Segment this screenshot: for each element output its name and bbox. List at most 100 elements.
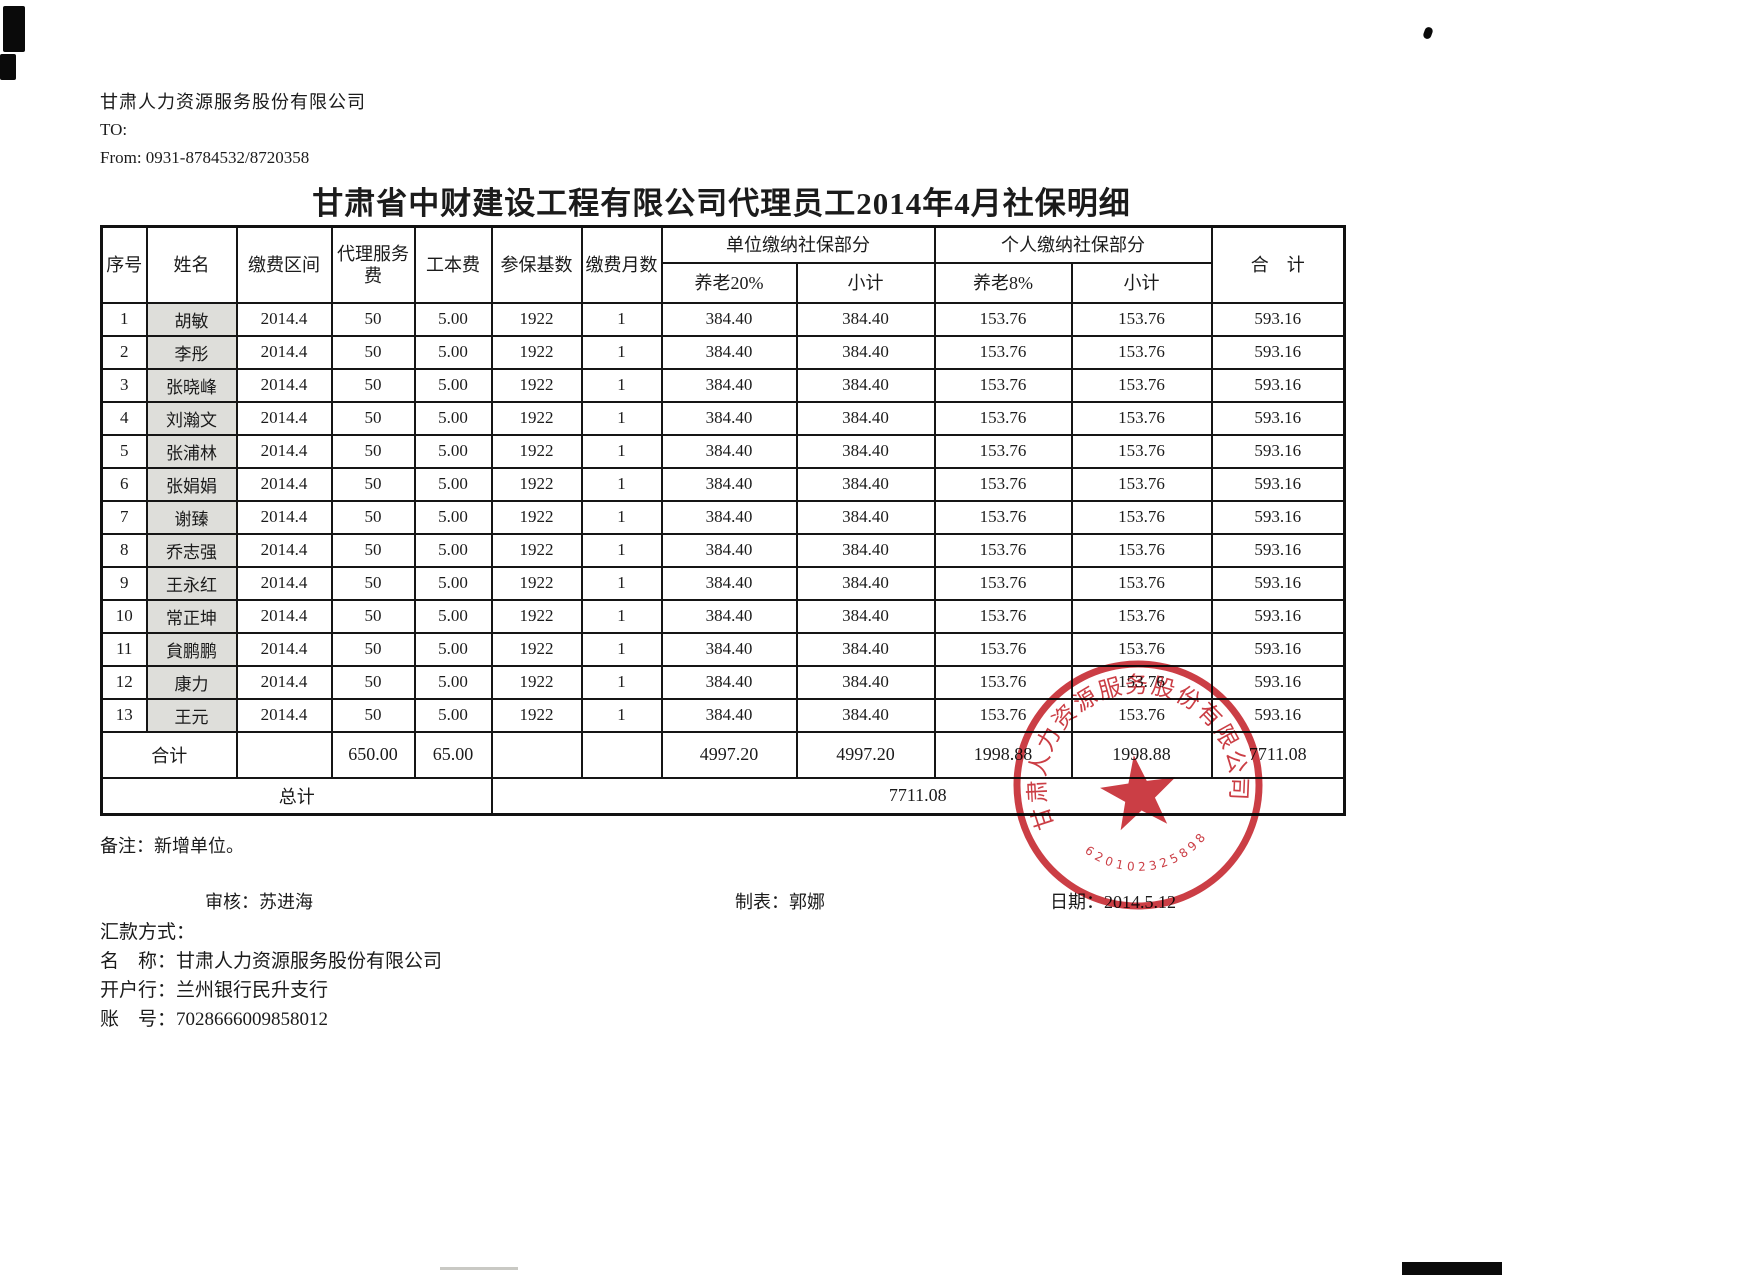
cell-pension20: 384.40 xyxy=(660,400,798,436)
account-no-value: 7028666009858012 xyxy=(176,1009,329,1030)
table-row: 3 张晓峰 2014.4 50 5.00 1922 1 384.40 384.40 153.76 1… xyxy=(100,367,1346,403)
sum-row: 合计 650.00 65.00 4997.20 4997.20 1998.88 … xyxy=(100,730,1346,779)
cell-personal-subtotal: 153.76 xyxy=(1070,565,1213,601)
cell-months: 1 xyxy=(580,499,663,535)
cell-period: 2014.4 xyxy=(235,664,333,700)
cell-unit-subtotal: 384.40 xyxy=(795,697,936,733)
social-insurance-table: 序号 姓名 缴费区间 代理服务费 工本费 参保基数 缴费月数 单位缴纳社保部分 … xyxy=(100,225,1346,816)
cell-period: 2014.4 xyxy=(235,367,333,403)
cell-agency-fee: 50 xyxy=(330,499,416,535)
cell-name: 李彤 xyxy=(145,334,238,370)
cell-personal-subtotal: 153.76 xyxy=(1070,334,1213,370)
cell-total: 593.16 xyxy=(1210,334,1346,370)
cell-agency-fee: 50 xyxy=(330,532,416,568)
cell-unit-subtotal: 384.40 xyxy=(795,565,936,601)
cell-personal-subtotal: 153.76 xyxy=(1070,301,1213,337)
cell-pension8: 153.76 xyxy=(933,433,1073,469)
letterhead: 甘肃人力资源服务股份有限公司 TO: From: 0931-8784532/87… xyxy=(100,88,366,172)
cell-cost-fee: 5.00 xyxy=(413,367,493,403)
cell-pension20: 384.40 xyxy=(660,499,798,535)
letterhead-company: 甘肃人力资源服务股份有限公司 xyxy=(100,92,366,112)
cell-pension20: 384.40 xyxy=(660,697,798,733)
col-header-pension8: 养老8% xyxy=(933,261,1073,304)
cell-unit-subtotal: 384.40 xyxy=(795,301,936,337)
cell-seq: 11 xyxy=(100,631,148,667)
cell-personal-subtotal: 153.76 xyxy=(1070,400,1213,436)
cell-unit-subtotal: 384.40 xyxy=(795,400,936,436)
col-header-personal-group: 个人缴纳社保部分 xyxy=(933,225,1213,264)
date-label: 日期： xyxy=(1050,892,1104,912)
cell-pension8: 153.76 xyxy=(933,466,1073,502)
table-row: 12 康力 2014.4 50 5.00 1922 1 384.40 384.40 153.76 1… xyxy=(100,664,1346,700)
cell-seq: 7 xyxy=(100,499,148,535)
bank-value: 兰州银行民升支行 xyxy=(176,980,329,1001)
table-row: 2 李彤 2014.4 50 5.00 1922 1 384.40 384.40 153.76 15… xyxy=(100,334,1346,370)
cell-seq: 5 xyxy=(100,433,148,469)
cell-name: 胡敏 xyxy=(145,301,238,337)
cell-cost-fee: 5.00 xyxy=(413,664,493,700)
stamp-number: 620102325898 xyxy=(1081,826,1215,882)
cell-seq: 2 xyxy=(100,334,148,370)
account-no-label: 账 号： xyxy=(100,1009,177,1030)
cell-months: 1 xyxy=(580,301,663,337)
cell-name: 刘瀚文 xyxy=(145,400,238,436)
cell-pension20: 384.40 xyxy=(660,301,798,337)
cell-months: 1 xyxy=(580,565,663,601)
col-header-months: 缴费月数 xyxy=(580,225,663,304)
header-row-sub: 养老20% 小计 养老8% 小计 xyxy=(102,261,1345,304)
sum-row-total: 7711.08 xyxy=(1210,730,1346,779)
table-row: 4 刘瀚文 2014.4 50 5.00 1922 1 384.40 384.40 153.76 1… xyxy=(100,400,1346,436)
cell-name: 张娟娟 xyxy=(145,466,238,502)
preparer-field: 制表：郭娜 xyxy=(735,888,825,914)
cell-total: 593.16 xyxy=(1210,301,1346,337)
table-row: 8 乔志强 2014.4 50 5.00 1922 1 384.40 384.40 153.76 1… xyxy=(100,532,1346,568)
cell-seq: 1 xyxy=(100,301,148,337)
col-header-unit-subtotal: 小计 xyxy=(795,261,936,304)
cell-total: 593.16 xyxy=(1210,697,1346,733)
reviewer-label: 审核： xyxy=(205,892,259,912)
document-title: 甘肃省中财建设工程有限公司代理员工2014年4月社保明细 xyxy=(312,186,1131,221)
cell-period: 2014.4 xyxy=(235,532,333,568)
cell-agency-fee: 50 xyxy=(330,400,416,436)
cell-period: 2014.4 xyxy=(235,631,333,667)
cell-period: 2014.4 xyxy=(235,598,333,634)
cell-months: 1 xyxy=(580,334,663,370)
cell-pension8: 153.76 xyxy=(933,532,1073,568)
cell-unit-subtotal: 384.40 xyxy=(795,367,936,403)
cell-unit-subtotal: 384.40 xyxy=(795,433,936,469)
sum-row-empty-base xyxy=(490,730,583,779)
cell-cost-fee: 5.00 xyxy=(413,532,493,568)
col-header-pension20: 养老20% xyxy=(660,261,798,304)
cell-period: 2014.4 xyxy=(235,499,333,535)
cell-seq: 12 xyxy=(100,664,148,700)
cell-months: 1 xyxy=(580,532,663,568)
cell-pension8: 153.76 xyxy=(933,499,1073,535)
social-insurance-table-wrap: 序号 姓名 缴费区间 代理服务费 工本费 参保基数 缴费月数 单位缴纳社保部分 … xyxy=(100,225,1346,816)
cell-seq: 10 xyxy=(100,598,148,634)
preparer-label: 制表： xyxy=(735,892,789,912)
cell-cost-fee: 5.00 xyxy=(413,466,493,502)
col-header-personal-subtotal: 小计 xyxy=(1070,261,1213,304)
cell-base: 1922 xyxy=(490,598,583,634)
table-body: 1 胡敏 2014.4 50 5.00 1922 1 384.40 384.40 153.76 15… xyxy=(100,301,1346,733)
cell-base: 1922 xyxy=(490,697,583,733)
cell-name: 张晓峰 xyxy=(145,367,238,403)
account-name-value: 甘肃人力资源服务股份有限公司 xyxy=(176,951,443,972)
cell-unit-subtotal: 384.40 xyxy=(795,631,936,667)
cell-name: 张浦林 xyxy=(145,433,238,469)
cell-agency-fee: 50 xyxy=(330,301,416,337)
sum-row-cost-fee: 65.00 xyxy=(413,730,493,779)
cell-seq: 4 xyxy=(100,400,148,436)
cell-base: 1922 xyxy=(490,565,583,601)
cell-pension20: 384.40 xyxy=(660,532,798,568)
cell-agency-fee: 50 xyxy=(330,433,416,469)
cell-agency-fee: 50 xyxy=(330,565,416,601)
cell-cost-fee: 5.00 xyxy=(413,598,493,634)
cell-cost-fee: 5.00 xyxy=(413,631,493,667)
col-header-base: 参保基数 xyxy=(490,225,583,304)
cell-total: 593.16 xyxy=(1210,367,1346,403)
cell-pension8: 153.76 xyxy=(933,598,1073,634)
cell-name: 谢臻 xyxy=(145,499,238,535)
grand-total-label: 总计 xyxy=(100,776,493,816)
